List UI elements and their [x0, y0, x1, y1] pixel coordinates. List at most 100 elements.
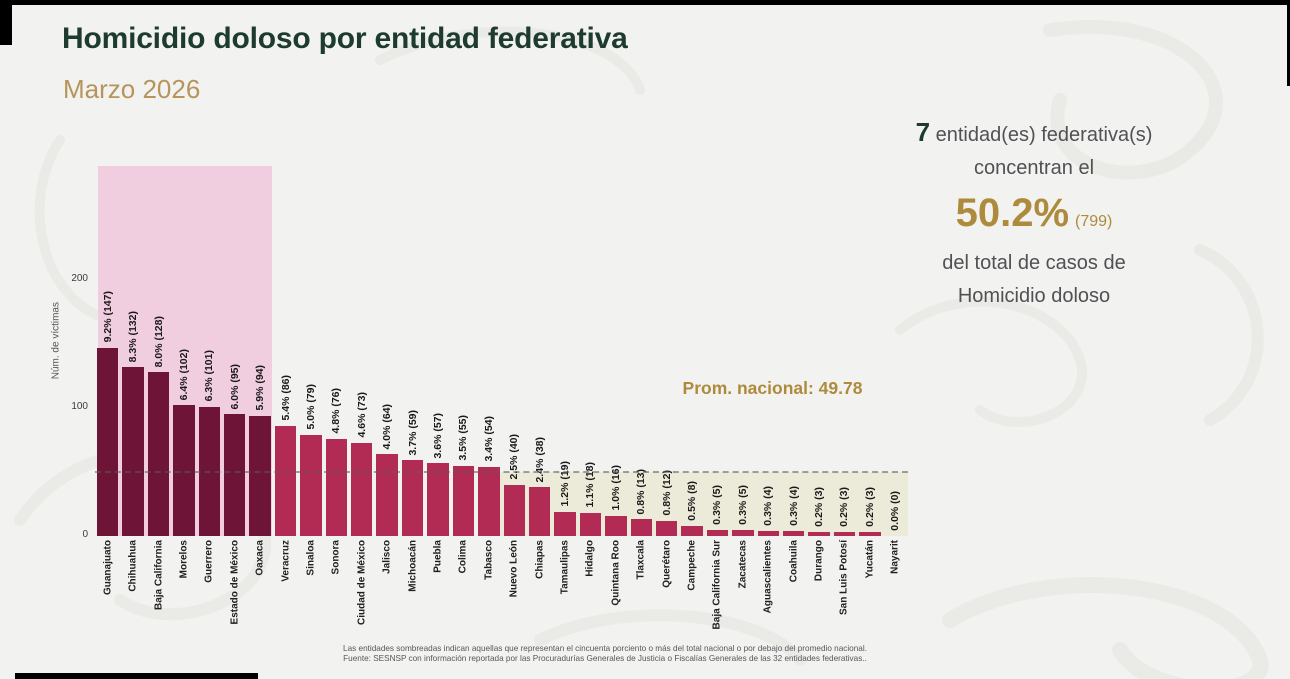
- bar-value-label: 3.4% (54): [482, 416, 495, 462]
- x-axis-label: Quintana Roo: [610, 540, 622, 606]
- x-axis-label: Durango: [813, 540, 825, 582]
- x-label-slot: Estado de México: [222, 540, 247, 658]
- bar-slot: 6.0% (95): [222, 166, 247, 536]
- bar-value-label: 0.3% (4): [787, 486, 800, 526]
- x-label-slot: Ciudad de México: [349, 540, 374, 658]
- national-average-label: Prom. nacional: 49.78: [682, 378, 863, 398]
- page-title: Homicidio doloso por entidad federativa: [62, 22, 628, 55]
- x-label-slot: Aguascalientes: [756, 540, 781, 658]
- x-label-slot: Coahuila: [781, 540, 806, 658]
- x-axis-label: Puebla: [432, 540, 444, 573]
- x-axis-label: Sinaloa: [305, 540, 317, 576]
- y-tick-label: 200: [71, 273, 88, 284]
- x-axis-label: Hidalgo: [584, 540, 596, 577]
- bar-slot: 3.6% (57): [425, 166, 450, 536]
- x-label-slot: Campeche: [679, 540, 704, 658]
- summary-line-entities: 7 entidad(es) federativa(s): [915, 117, 1153, 147]
- summary-line-concentran: concentran el: [973, 157, 1095, 179]
- x-label-slot: Zacatecas: [730, 540, 755, 658]
- y-ticks: 0 100 200: [38, 166, 88, 540]
- bar-value-label: 3.5% (55): [457, 415, 470, 461]
- bar-querétaro: [655, 520, 678, 536]
- bar-value-label: 4.0% (64): [381, 403, 394, 450]
- x-label-slot: Tabasco: [476, 540, 501, 658]
- bar-hidalgo: [579, 512, 602, 536]
- bar-value-label: 3.7% (59): [406, 409, 419, 456]
- bar-slot: 8.0% (128): [146, 166, 171, 536]
- x-label-slot: Colima: [451, 540, 476, 658]
- bar-coahuila: [782, 530, 805, 536]
- x-axis-label: Estado de México: [229, 540, 241, 625]
- bar-yucatán: [859, 532, 881, 536]
- bar-puebla: [427, 463, 449, 536]
- bar-tlaxcala: [630, 519, 652, 536]
- x-label-slot: Hidalgo: [578, 540, 603, 658]
- bar-value-label: 4.6% (73): [355, 392, 368, 438]
- summary-entity-count: 7: [915, 117, 931, 147]
- x-label-slot: Nayarit: [883, 540, 908, 658]
- bar-slot: 0.2% (3): [857, 166, 882, 536]
- x-axis-label: Zacatecas: [737, 540, 749, 589]
- bar-value-label: 0.3% (5): [736, 484, 749, 525]
- bar-value-label: 0.2% (3): [863, 487, 876, 528]
- bar-value-label: 0.3% (4): [762, 486, 775, 526]
- x-axis-label: Jalisco: [381, 540, 393, 574]
- bar-value-label: 0.0% (0): [889, 491, 902, 531]
- x-axis-label: Michoacán: [407, 540, 419, 592]
- bar-slot: 0.8% (13): [629, 166, 654, 536]
- x-label-slot: Querétaro: [654, 540, 679, 658]
- bar-value-label: 0.8% (13): [635, 468, 648, 515]
- bar-slot: 5.4% (86): [273, 166, 298, 536]
- bar-slot: 3.5% (55): [451, 166, 476, 536]
- letterbox-artifact-top-left: [0, 0, 12, 45]
- x-axis-label: Chiapas: [534, 540, 546, 579]
- bar-colima: [452, 465, 475, 536]
- bar-value-label: 8.3% (132): [127, 310, 140, 363]
- bar-slot: 6.4% (102): [171, 166, 196, 536]
- bar-value-label: 1.2% (19): [559, 461, 572, 507]
- x-axis-label: Baja California: [153, 540, 165, 611]
- bar-veracruz: [274, 425, 297, 536]
- x-label-slot: Michoacán: [400, 540, 425, 658]
- bar-slot: 0.3% (5): [730, 166, 755, 536]
- bar-slot: 0.2% (3): [806, 166, 831, 536]
- x-label-slot: Veracruz: [273, 540, 298, 658]
- x-axis-label: Tamaulipas: [559, 540, 571, 595]
- bar-slot: 5.9% (94): [247, 166, 272, 536]
- bar-tamaulipas: [554, 511, 576, 536]
- bar-aguascalientes: [757, 530, 779, 536]
- x-axis-label: Querétaro: [661, 540, 673, 588]
- y-tick-label: 100: [71, 401, 88, 412]
- x-label-slot: Nuevo León: [502, 540, 527, 658]
- page-subtitle: Marzo 2026: [63, 74, 201, 104]
- bar-value-label: 5.9% (94): [254, 365, 267, 411]
- bar-slot: 1.2% (19): [552, 166, 577, 536]
- bar-value-label: 0.3% (5): [711, 484, 724, 525]
- bar-slot: 6.3% (101): [197, 166, 222, 536]
- bar-value-label: 9.2% (147): [101, 291, 114, 343]
- x-axis-label: Tabasco: [483, 540, 495, 580]
- bar-estado-de-méxico: [224, 414, 246, 536]
- bar-value-label: 6.3% (101): [203, 350, 216, 402]
- x-axis-label: Oaxaca: [254, 540, 266, 576]
- bar-slot: 0.3% (4): [781, 166, 806, 536]
- footnote: Las entidades sombreadas indican aquella…: [295, 644, 915, 664]
- x-axis-label: Colima: [457, 540, 469, 574]
- bar-slot: 0.3% (4): [756, 166, 781, 536]
- x-axis-label: Sonora: [330, 540, 342, 575]
- x-axis-label: San Luis Potosí: [838, 540, 850, 616]
- bar-quintana-roo: [605, 515, 627, 536]
- bar-ciudad-de-méxico: [351, 442, 373, 536]
- bar-slot: 0.8% (12): [654, 166, 679, 536]
- x-axis-label: Guanajuato: [102, 540, 114, 596]
- bar-slot: 3.7% (59): [400, 166, 425, 536]
- x-label-slot: Tamaulipas: [552, 540, 577, 658]
- bar-slot: 4.8% (76): [324, 166, 349, 536]
- x-axis-label: Veracruz: [280, 540, 292, 582]
- national-average-line: [95, 471, 908, 473]
- bar-san-luis-potosí: [833, 532, 856, 536]
- summary-line-crime-type: Homicidio doloso: [957, 285, 1111, 307]
- x-axis-label: Guerrero: [203, 540, 215, 583]
- x-axis-label: Morelos: [178, 540, 190, 579]
